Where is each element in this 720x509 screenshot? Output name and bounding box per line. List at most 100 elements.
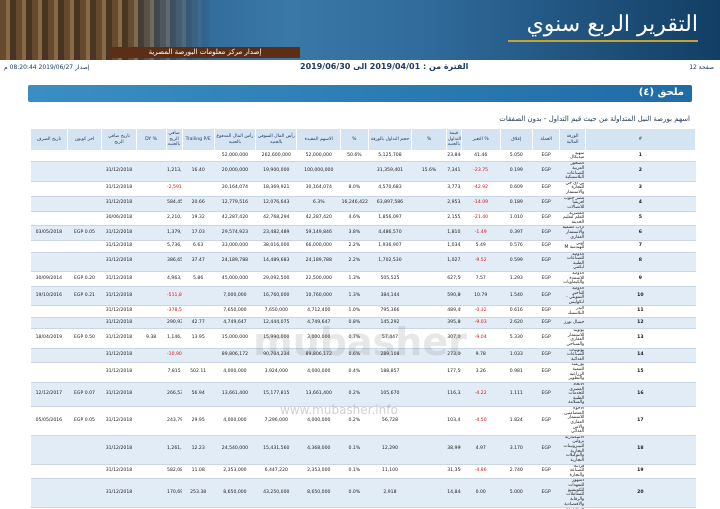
table-cell: 43,250,000 — [255, 478, 297, 509]
table-cell: 2.2% — [340, 252, 369, 273]
table-cell — [136, 348, 167, 364]
table-cell: يوريفيد للتنمية الزراعية والتطوير — [559, 362, 586, 383]
table-cell: 14,489,683 — [255, 252, 297, 273]
table-cell — [411, 196, 447, 212]
table-cell: 4,000,000 — [296, 406, 341, 436]
table-cell: 17 — [585, 406, 696, 436]
table-cell: 105,670 — [368, 382, 412, 408]
table-cell: 29.95 — [182, 406, 215, 436]
table-cell — [182, 305, 215, 318]
table-cell: 59,149,846 — [296, 225, 341, 242]
table-cell — [136, 507, 167, 509]
table-cell: EGP 0.21 — [67, 286, 102, 307]
column-header: صافي الربح بالجنيه — [165, 128, 183, 151]
table-cell — [30, 211, 68, 227]
table-cell: 795,366 — [368, 305, 412, 318]
table-cell: 4,570,683 — [368, 181, 412, 197]
table-cell: 24,540,000 — [214, 435, 256, 465]
table-cell — [136, 181, 167, 197]
table-cell: 0.599 — [500, 252, 533, 273]
table-cell: 0.00 — [461, 507, 501, 509]
table-row: 31/12/2018 -2,591,141 30,164,07418,369,921… — [30, 181, 696, 197]
table-cell: 12,444,075 — [255, 317, 297, 330]
table-cell — [136, 435, 167, 465]
table-cell: 7,815 — [166, 362, 183, 383]
table-cell: EGP — [532, 181, 560, 197]
table-cell — [67, 362, 102, 383]
table-cell: 13,661,400 — [296, 382, 341, 408]
table-cell — [411, 435, 447, 465]
table-cell: 7.57 — [461, 271, 501, 287]
table-cell — [411, 240, 447, 253]
table-cell: 21 — [585, 507, 696, 509]
table-cell: 2.620 — [500, 317, 533, 330]
table-cell: 14 — [585, 348, 696, 364]
table-cell: 1.010 — [500, 211, 533, 227]
table-cell: 505,525 — [368, 271, 412, 287]
table-cell: 386,651 — [166, 252, 183, 273]
table-cell: 42,768,294 — [255, 211, 297, 227]
table-cell: 145,292 — [368, 317, 412, 330]
table-cell: 0.8% — [340, 317, 369, 330]
table-cell: 5,125,708 — [368, 150, 412, 163]
table-cell: 6 — [585, 225, 696, 242]
table-cell: 7,037 — [446, 507, 462, 509]
column-header: رأس المال السوقي بالجنيه — [255, 128, 298, 151]
table-cell: الدولية للاسمدة والكيماويات — [559, 271, 586, 287]
table-header-row: تاريخ الصرف اخر كوبون تاريخ صافي الربح DY %… — [30, 128, 697, 151]
table-cell: EGP — [532, 406, 560, 436]
table-cell: EGP — [532, 240, 560, 253]
table-cell — [30, 478, 68, 509]
table-cell: 24,189,788 — [296, 252, 341, 273]
table-cell: 290,936 — [166, 317, 183, 330]
table-cell — [182, 181, 215, 197]
table-cell — [136, 211, 167, 227]
table-cell: -9.04 — [461, 328, 501, 349]
table-cell: EGP 0.07 — [67, 382, 102, 408]
table-cell: 1.033 — [500, 348, 533, 364]
table-cell — [67, 435, 102, 465]
section-header: ملحق (٤) — [28, 85, 692, 102]
table-cell: 31/12/2018 — [101, 161, 137, 182]
column-header: % — [411, 128, 447, 151]
table-cell: 7,000,000 — [214, 286, 256, 307]
table-cell: EGP — [532, 507, 560, 509]
table-cell — [30, 161, 68, 182]
table-cell: 31/12/2018 — [101, 196, 137, 212]
table-body: 52,000,000 262,600,000 52,000,000 50.6% 5,12… — [30, 150, 696, 509]
table-cell: 12/12/2017 — [30, 382, 68, 408]
column-header: # — [584, 128, 697, 151]
table-cell: 3.170 — [500, 435, 533, 465]
table-cell: 582,087 — [166, 464, 183, 480]
table-cell — [136, 478, 167, 509]
table-cell — [67, 240, 102, 253]
report-banner: إصدار مركز معلومات البورصة المصرية التقر… — [0, 0, 720, 60]
table-cell: 2 — [585, 161, 696, 182]
table-cell: 12.23 — [182, 435, 215, 465]
table-cell: EGP 0.05 — [67, 406, 102, 436]
table-cell: 52,000,000 — [296, 150, 341, 163]
table-cell: 1,379,007 — [166, 225, 183, 242]
table-cell: 0.981 — [500, 362, 533, 383]
table-cell: 31/12/2018 — [101, 406, 137, 436]
table-cell: 19,900,000 — [255, 161, 297, 182]
table-cell: 1,146,540 — [166, 328, 183, 349]
table-cell: EGP — [532, 317, 560, 330]
page-number: صفحة 12 — [689, 64, 714, 71]
table-cell: 33,000,000 — [214, 240, 256, 253]
table-cell: 19 — [585, 464, 696, 480]
table-cell: 4,963,175 — [166, 271, 183, 287]
table-cell: 188,857 — [368, 362, 412, 383]
table-cell — [136, 196, 167, 212]
table-cell: -4.50 — [461, 406, 501, 436]
table-cell: 1.0% — [340, 305, 369, 318]
table-cell: 18,369,921 — [255, 181, 297, 197]
table-cell — [30, 305, 68, 318]
table-cell — [30, 196, 68, 212]
table-cell: 100,000,000 — [296, 161, 341, 182]
table-cell: 266,537 — [166, 382, 183, 408]
table-cell: 307,091 — [446, 328, 462, 349]
table-cell: 1,702,530 — [368, 252, 412, 273]
table-cell: يوتوبيا للاستثمار العقاري والسياحي — [559, 328, 586, 349]
